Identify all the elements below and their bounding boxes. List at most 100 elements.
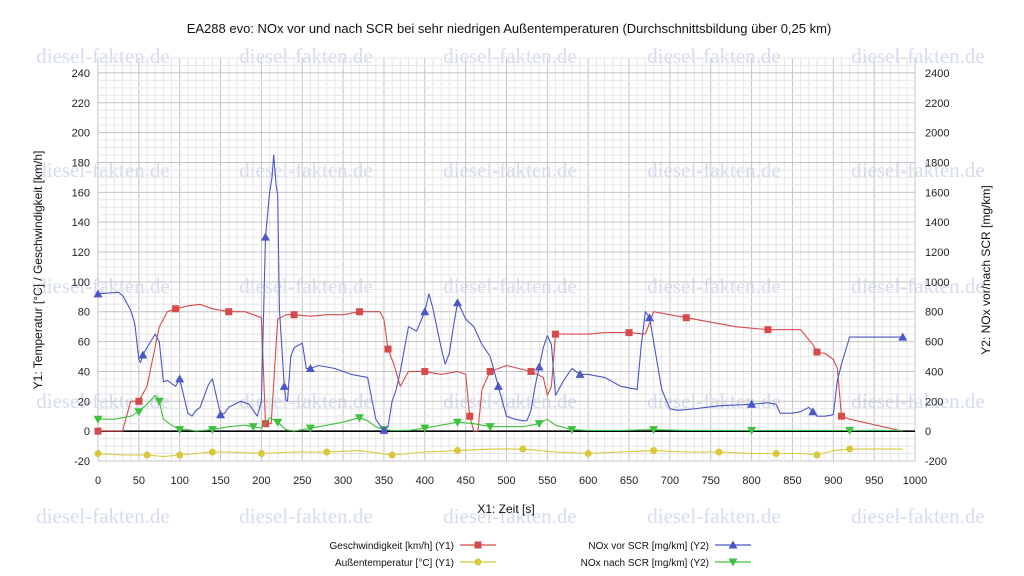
data-point	[94, 427, 102, 435]
y-left-tick-label: 40	[78, 366, 90, 378]
data-point	[135, 397, 143, 405]
watermark-text: diesel-fakten.de	[851, 504, 985, 528]
legend-marker	[728, 558, 738, 567]
data-point	[584, 450, 592, 458]
watermark-text: diesel-fakten.de	[36, 274, 170, 298]
legend-marker	[474, 541, 482, 549]
data-point	[175, 374, 185, 383]
data-point	[323, 448, 331, 456]
y-right-tick-label: 1600	[925, 187, 949, 199]
x-tick-label: 650	[620, 475, 638, 487]
legend-label: NOx vor SCR [mg/km] (Y2)	[588, 541, 709, 552]
data-point	[175, 426, 185, 435]
y-left-tick-label: 80	[78, 307, 90, 319]
data-point	[519, 445, 527, 453]
data-point	[225, 308, 233, 316]
data-point	[279, 381, 289, 390]
data-point	[453, 447, 461, 455]
data-point	[379, 425, 389, 434]
data-point	[452, 418, 462, 427]
x-tick-label: 300	[334, 475, 352, 487]
watermark-text: diesel-fakten.de	[647, 274, 781, 298]
watermark-text: diesel-fakten.de	[851, 274, 985, 298]
data-point	[466, 412, 474, 420]
data-point	[534, 362, 544, 371]
watermark-text: diesel-fakten.de	[443, 504, 577, 528]
data-point	[764, 326, 772, 334]
watermark-text: diesel-fakten.de	[239, 274, 373, 298]
data-point	[485, 423, 495, 432]
data-point	[649, 426, 659, 435]
watermark-text: diesel-fakten.de	[36, 44, 170, 68]
y-right-tick-label: -200	[925, 456, 947, 468]
y-axis-left-label: Y1: Temperatur [°C] / Geschwindigkeit [k…	[31, 151, 45, 390]
x-tick-label: 500	[497, 475, 515, 487]
x-tick-label: 100	[171, 475, 189, 487]
y-right-tick-label: 0	[925, 426, 931, 438]
legend-marker	[474, 558, 482, 566]
series-line	[97, 448, 903, 458]
data-point	[257, 450, 265, 458]
y-left-tick-label: 220	[72, 98, 90, 110]
data-point	[260, 232, 270, 241]
tick-labels: 0 50 100 150 200 250 300 350 400 450 500 550 600 650 7…	[72, 68, 950, 487]
legend-label: NOx nach SCR [mg/km] (Y2)	[581, 558, 709, 569]
data-point	[644, 313, 654, 322]
x-tick-label: 550	[538, 475, 556, 487]
y-left-tick-label: -20	[74, 456, 90, 468]
data-point	[384, 345, 392, 353]
data-point	[305, 363, 315, 372]
data-point	[567, 426, 577, 435]
data-point	[534, 420, 544, 429]
data-point	[172, 305, 180, 313]
data-point	[143, 451, 151, 459]
data-point	[138, 350, 148, 359]
y-left-tick-label: 0	[84, 426, 90, 438]
data-point	[898, 332, 908, 341]
data-point	[715, 448, 723, 456]
x-tick-label: 150	[211, 475, 229, 487]
grid	[97, 57, 916, 462]
x-tick-label: 200	[252, 475, 270, 487]
data-point	[682, 314, 690, 322]
y-left-tick-label: 240	[72, 68, 90, 80]
data-point	[93, 415, 103, 424]
y-left-tick-label: 100	[72, 277, 90, 289]
data-point	[813, 451, 821, 459]
watermark-text: diesel-fakten.de	[647, 504, 781, 528]
watermark-text: diesel-fakten.de	[36, 504, 170, 528]
y-right-tick-label: 2200	[925, 98, 949, 110]
legend: Geschwindigkeit [km/h] (Y1) Außentemperat…	[330, 540, 751, 569]
series-group	[93, 154, 908, 434]
legend-label: Außentemperatur [°C] (Y1)	[335, 558, 454, 569]
watermark-text: diesel-fakten.de	[443, 274, 577, 298]
y-right-tick-label: 2400	[925, 68, 949, 80]
legend-marker	[728, 540, 738, 549]
data-point	[134, 408, 144, 417]
data-point	[354, 414, 364, 423]
y-right-tick-label: 1400	[925, 217, 949, 229]
watermark-text: diesel-fakten.de	[239, 44, 373, 68]
data-point	[420, 424, 430, 433]
y-left-tick-label: 60	[78, 337, 90, 349]
data-point	[837, 412, 845, 420]
x-tick-label: 250	[293, 475, 311, 487]
y-right-tick-label: 600	[925, 337, 943, 349]
data-point	[176, 451, 184, 459]
data-point	[248, 423, 258, 432]
series-layer	[93, 154, 908, 459]
x-tick-label: 450	[456, 475, 474, 487]
x-tick-label: 350	[375, 475, 393, 487]
y-left-tick-label: 120	[72, 247, 90, 259]
x-tick-label: 400	[416, 475, 434, 487]
x-tick-label: 700	[661, 475, 679, 487]
data-point	[808, 407, 818, 416]
data-point	[813, 348, 821, 356]
y-right-tick-label: 1000	[925, 277, 949, 289]
y-left-tick-label: 160	[72, 187, 90, 199]
data-point	[452, 298, 462, 307]
x-tick-label: 750	[702, 475, 720, 487]
watermark-text: diesel-fakten.de	[647, 44, 781, 68]
data-point	[575, 369, 585, 378]
